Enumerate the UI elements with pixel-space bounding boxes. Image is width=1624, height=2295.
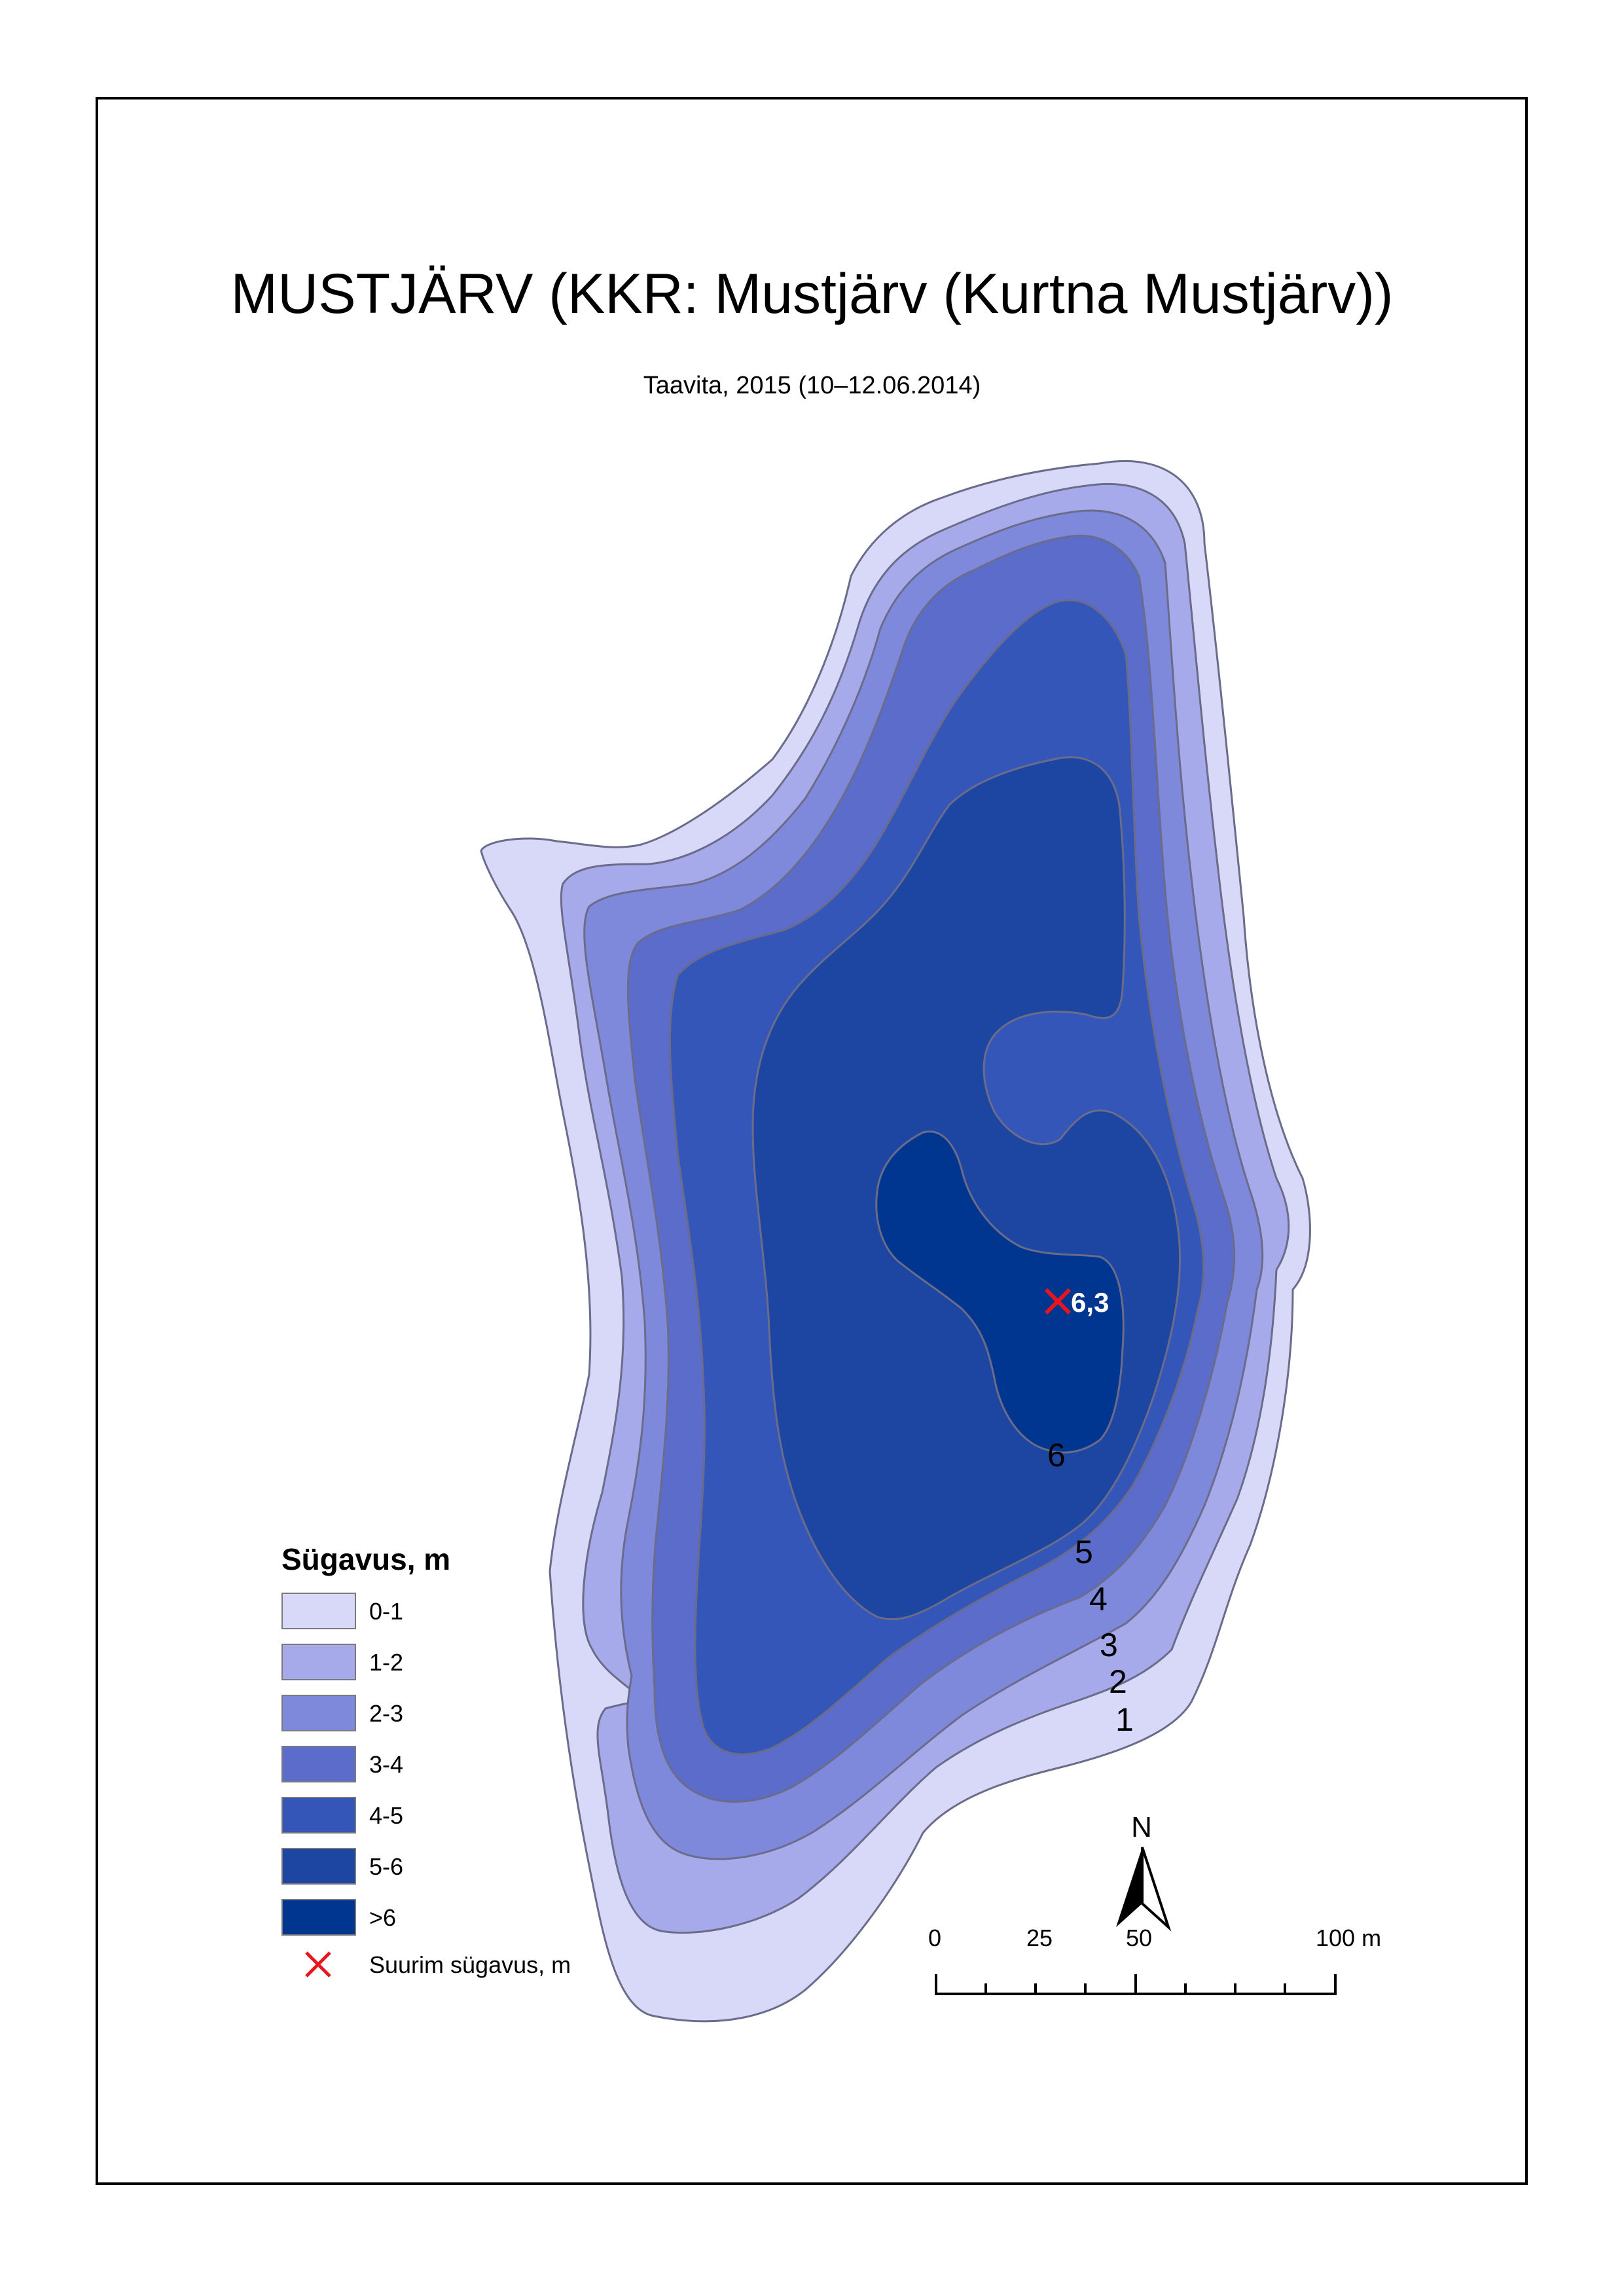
legend-item-deepest: Suurim sügavus, m <box>281 1946 674 1985</box>
legend-item: 0-1 <box>281 1593 674 1632</box>
contour-label-5: 5 <box>1075 1534 1093 1570</box>
legend-swatch <box>281 1848 356 1885</box>
legend: Sügavus, m 0-1 1-2 2-3 3-4 4-5 5-6 >6 Su… <box>281 1542 674 2000</box>
scale-bar-graphic <box>935 1974 1337 1995</box>
legend-item-label: 1-2 <box>369 1649 404 1676</box>
legend-swatch <box>281 1797 356 1834</box>
map-subtitle: Taavita, 2015 (10–12.06.2014) <box>643 372 981 399</box>
north-arrow-icon <box>1116 1847 1142 1927</box>
map-title: MUSTJÄRV (KKR: Mustjärv (Kurtna Mustjärv… <box>230 262 1394 325</box>
legend-item-label: 0-1 <box>369 1598 404 1625</box>
contour-label-4: 4 <box>1089 1581 1108 1617</box>
north-arrow-icon <box>1141 1847 1172 1932</box>
contour-label-3: 3 <box>1100 1627 1118 1663</box>
legend-item-label: >6 <box>369 1904 397 1931</box>
north-arrow-label: N <box>1131 1811 1152 1843</box>
scale-label: 100 m <box>1316 1925 1382 1951</box>
scale-bar: 0 25 50 100 m <box>916 1925 1414 2016</box>
contour-label-1: 1 <box>1115 1701 1134 1738</box>
legend-swatch <box>281 1644 356 1680</box>
deepest-point-marker: 6,3 <box>1044 1287 1109 1318</box>
legend-item: 4-5 <box>281 1797 674 1836</box>
scale-label: 0 <box>928 1925 942 1951</box>
north-arrow: N <box>1116 1811 1172 1932</box>
red-x-icon <box>1044 1288 1072 1315</box>
scale-label: 25 <box>1026 1925 1053 1951</box>
legend-title: Sügavus, m <box>281 1542 451 1576</box>
legend-item: 5-6 <box>281 1848 674 1887</box>
contour-label-6: 6 <box>1047 1437 1066 1473</box>
legend-swatch <box>281 1593 356 1629</box>
legend-item-label: 3-4 <box>369 1751 404 1778</box>
legend-item: 2-3 <box>281 1695 674 1734</box>
scale-label: 50 <box>1126 1925 1153 1951</box>
legend-item-label: 5-6 <box>369 1853 404 1880</box>
red-x-icon <box>305 1951 331 1978</box>
legend-item: 3-4 <box>281 1746 674 1785</box>
legend-marker-label: Suurim sügavus, m <box>369 1951 571 1978</box>
legend-swatch <box>281 1695 356 1731</box>
depth-zone-gt6 <box>875 1130 1125 1454</box>
deepest-point-label: 6,3 <box>1071 1287 1109 1318</box>
contour-label-2: 2 <box>1109 1663 1127 1700</box>
legend-swatch <box>281 1746 356 1782</box>
legend-swatch <box>281 1899 356 1936</box>
legend-item: 1-2 <box>281 1644 674 1683</box>
legend-item-label: 4-5 <box>369 1802 404 1829</box>
legend-item: >6 <box>281 1899 674 1938</box>
map-frame <box>96 97 1528 2185</box>
legend-item-label: 2-3 <box>369 1700 404 1727</box>
